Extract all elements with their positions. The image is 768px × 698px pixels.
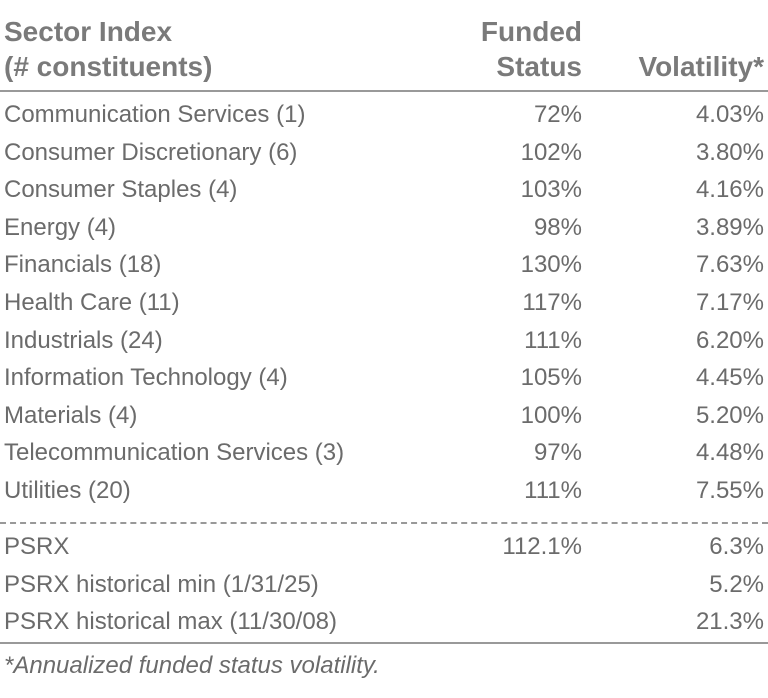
table-cell: 130%: [520, 251, 582, 279]
table-cell: 111%: [524, 326, 582, 354]
header-cell: Sector Index: [4, 16, 173, 47]
table-cell: 98%: [533, 213, 582, 241]
table-cell: 102%: [520, 138, 582, 166]
summary-cell: 112.1%: [502, 533, 582, 560]
table-cell: 3.80%: [695, 138, 764, 166]
table-cell: Utilities (20): [4, 477, 131, 504]
table-cell: 103%: [520, 176, 582, 204]
summary-cell: 5.2%: [709, 570, 764, 598]
table-cell: 72%: [533, 101, 582, 128]
table-cell: 3.89%: [695, 213, 764, 241]
table-cell: Health Care (11): [4, 289, 180, 316]
table-cell: 7.63%: [695, 251, 764, 279]
table-cell: 117%: [522, 289, 582, 316]
header-rule: [0, 90, 768, 92]
summary-cell: 6.3%: [709, 533, 764, 560]
table-cell: Consumer Discretionary (6): [4, 138, 298, 166]
table-cell: Industrials (24): [4, 326, 163, 354]
table-cell: Financials (18): [4, 251, 162, 279]
summary-cell: PSRX historical min (1/31/25): [4, 570, 319, 598]
footnote: *Annualized funded status volatility.: [4, 652, 380, 679]
table-cell: 4.16%: [695, 176, 764, 204]
table-cell: 97%: [533, 439, 582, 467]
table-cell: 7.17%: [695, 289, 764, 316]
table-cell: Telecommunication Services (3): [4, 439, 345, 467]
table-cell: 4.48%: [695, 439, 764, 467]
summary-cell: PSRX: [4, 533, 70, 560]
table-cell: Energy (4): [4, 213, 117, 241]
table-cell: Information Technology (4): [4, 364, 288, 392]
table-cell: 6.20%: [695, 326, 764, 354]
table-cell: Materials (4): [4, 401, 138, 429]
header-cell: (# constituents): [4, 51, 213, 82]
header-cell: Volatility*: [638, 51, 764, 82]
table-cell: 5.20%: [695, 401, 764, 429]
table-cell: 111%: [524, 477, 582, 504]
table-cell: 7.55%: [695, 477, 764, 504]
header-cell: Status: [496, 51, 582, 82]
table-cell: Communication Services (1): [4, 101, 306, 128]
table-cell: 4.45%: [695, 364, 764, 392]
summary-cell: 21.3%: [695, 608, 764, 636]
header-cell: Funded: [480, 16, 582, 47]
table-cell: 4.03%: [695, 101, 764, 128]
table-cell: 105%: [520, 364, 582, 392]
summary-cell: PSRX historical max (11/30/08): [4, 608, 338, 636]
table-cell: Consumer Staples (4): [4, 176, 238, 204]
bottom-rule: [0, 642, 768, 644]
summary-rule: [0, 522, 768, 524]
table-cell: 100%: [520, 401, 582, 429]
